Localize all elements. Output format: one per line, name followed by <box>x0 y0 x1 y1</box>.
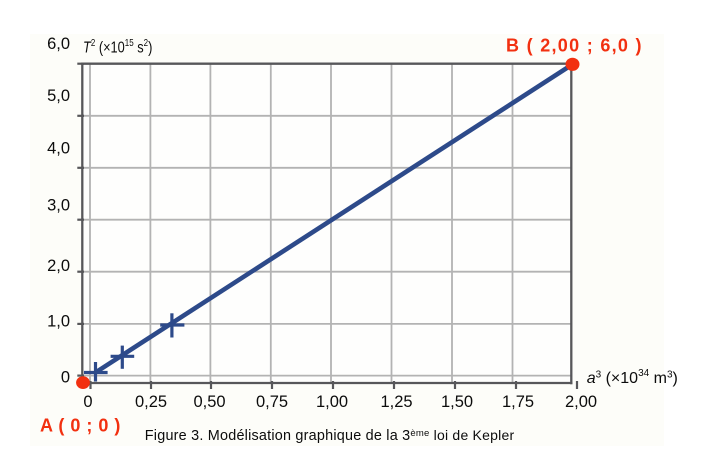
svg-text:1,0: 1,0 <box>47 313 70 331</box>
svg-text:0,25: 0,25 <box>135 393 167 411</box>
svg-text:1,75: 1,75 <box>502 393 534 411</box>
svg-text:1,00: 1,00 <box>316 393 348 411</box>
svg-text:6,0: 6,0 <box>47 35 70 53</box>
svg-text:4,0: 4,0 <box>47 140 70 158</box>
svg-text:B ( 2,00 ; 6,0 ): B ( 2,00 ; 6,0 ) <box>506 35 643 55</box>
svg-text:2,0: 2,0 <box>47 257 70 275</box>
svg-text:5,0: 5,0 <box>47 87 70 105</box>
svg-text:Figure 3. Modélisation graphiq: Figure 3. Modélisation graphique de la 3… <box>145 427 515 444</box>
svg-text:0,50: 0,50 <box>193 393 225 411</box>
svg-text:1,50: 1,50 <box>441 393 473 411</box>
svg-text:0,75: 0,75 <box>256 393 288 411</box>
svg-text:1,25: 1,25 <box>380 393 412 411</box>
svg-text:T2 (×1015 s2): T2 (×1015 s2) <box>83 37 152 57</box>
svg-text:A ( 0 ; 0 ): A ( 0 ; 0 ) <box>40 415 121 435</box>
svg-text:0: 0 <box>83 393 92 411</box>
svg-text:0: 0 <box>61 369 70 387</box>
svg-text:2,00: 2,00 <box>565 393 597 411</box>
svg-text:3,0: 3,0 <box>47 197 70 215</box>
svg-text:a3 (×1034 m3): a3 (×1034 m3) <box>587 368 678 387</box>
